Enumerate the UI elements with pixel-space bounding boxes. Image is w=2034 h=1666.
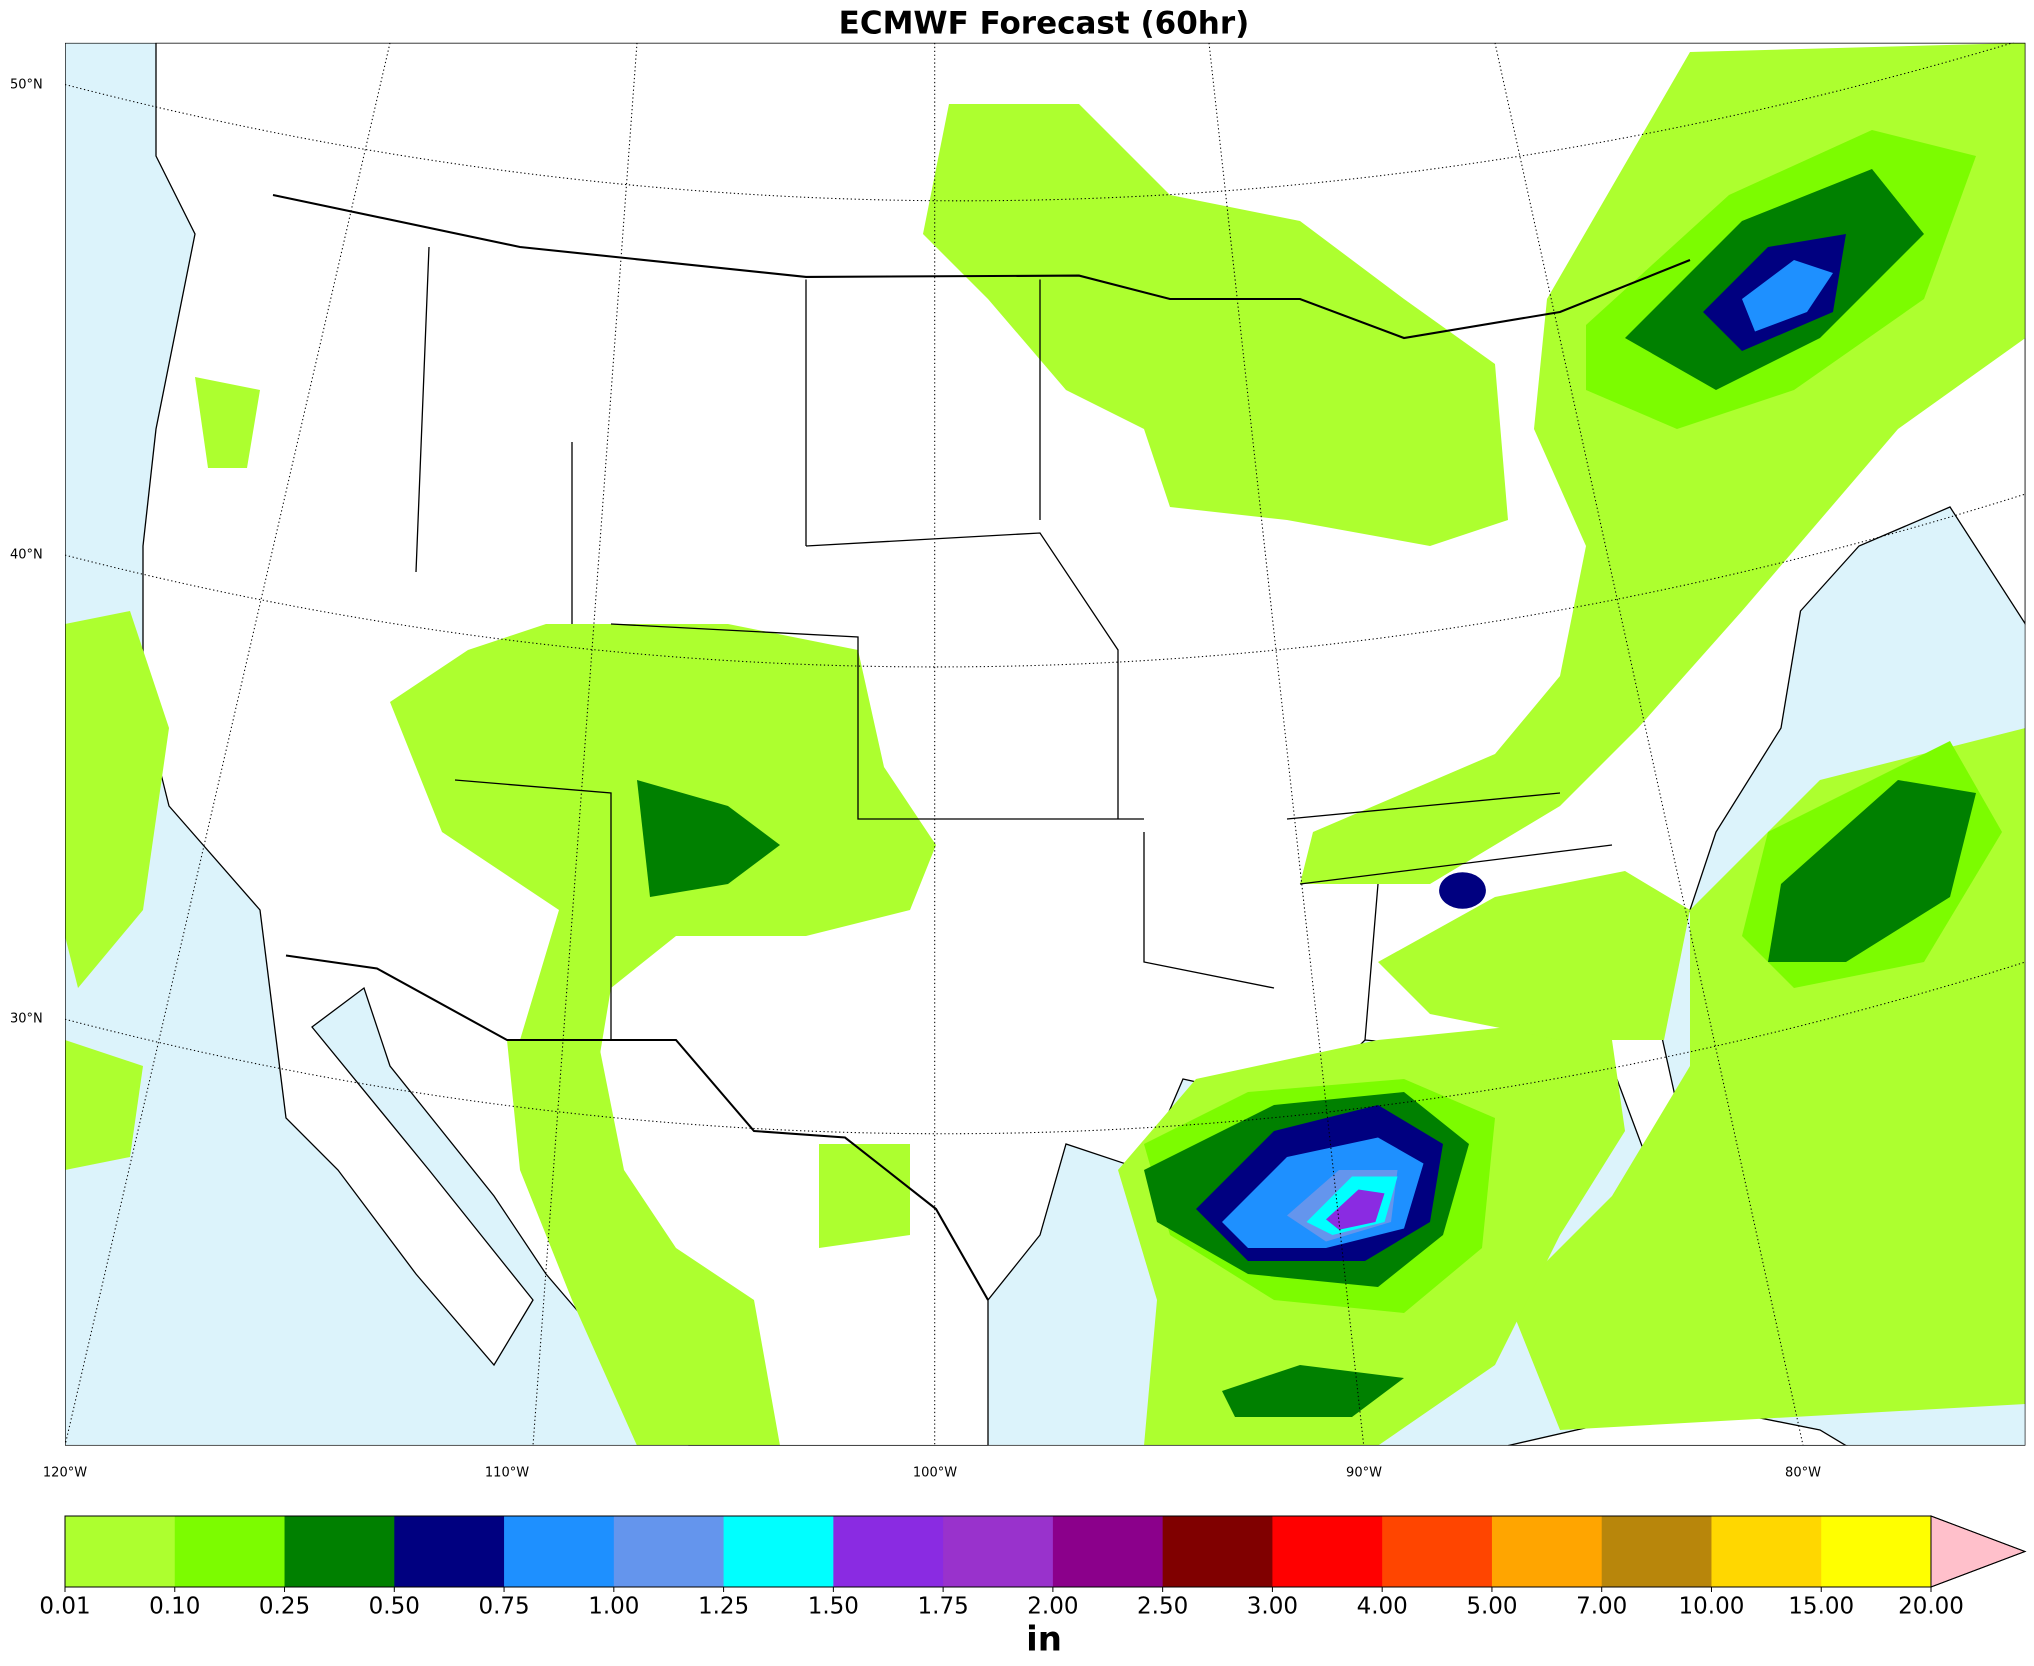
colorbar-tick-label: 5.00 [1466, 1594, 1517, 1620]
colorbar-swatch [284, 1516, 395, 1587]
colorbar-tick-label: 2.00 [1027, 1594, 1078, 1620]
lat-label: 50°N [10, 78, 43, 93]
lat-label: 40°N [10, 548, 43, 563]
colorbar-swatch [1052, 1516, 1164, 1587]
map [64, 42, 2026, 1446]
colorbar-tick-label: 0.10 [149, 1594, 200, 1620]
colorbar-swatch [65, 1516, 176, 1587]
colorbar-label: in [1026, 1620, 1062, 1660]
colorbar-swatch [833, 1516, 944, 1587]
lon-label: 90°W [1346, 1466, 1382, 1481]
colorbar-tick-label: 0.50 [369, 1594, 420, 1620]
precip [65, 42, 2026, 1446]
colorbar-swatch [504, 1516, 615, 1587]
colorbar-extend [1930, 1515, 2027, 1588]
colorbar-tick-label: 10.00 [1679, 1594, 1745, 1620]
colorbar-tick-label: 1.50 [808, 1594, 859, 1620]
colorbar-tick-label: 4.00 [1357, 1594, 1408, 1620]
colorbar-tick-label: 1.00 [588, 1594, 639, 1620]
colorbar-swatch [613, 1516, 725, 1587]
colorbar-tick-label: 1.25 [698, 1594, 749, 1620]
title: ECMWF Forecast (60hr) [839, 6, 1250, 42]
lon-label: 100°W [913, 1466, 957, 1481]
colorbar-tick-label: 15.00 [1788, 1594, 1854, 1620]
colorbar-swatch [1491, 1516, 1603, 1587]
colorbar-swatch [1272, 1516, 1383, 1587]
colorbar-tick-label: 1.75 [918, 1594, 969, 1620]
colorbar-swatch [1711, 1516, 1822, 1587]
lon-label: 80°W [1785, 1466, 1821, 1481]
lon-label: 120°W [43, 1466, 87, 1481]
colorbar-swatch [1821, 1516, 1932, 1587]
lon-label: 110°W [485, 1466, 529, 1481]
colorbar-tick-label: 0.01 [39, 1594, 90, 1620]
colorbar-swatch [723, 1516, 834, 1587]
colorbar-outline [64, 1515, 2027, 1588]
colorbar-swatch [1162, 1516, 1273, 1587]
colorbar-swatch [394, 1516, 505, 1587]
colorbar-tick-label: 3.00 [1247, 1594, 1298, 1620]
colorbar-tick-label: 0.25 [259, 1594, 310, 1620]
lat-label: 30°N [10, 1012, 43, 1027]
colorbar-swatch [943, 1516, 1054, 1587]
colorbar-swatch [174, 1516, 286, 1587]
colorbar-tick-label: 20.00 [1898, 1594, 1964, 1620]
colorbar-tick-label: 0.75 [478, 1594, 529, 1620]
colorbar-tick-label: 2.50 [1137, 1594, 1188, 1620]
colorbar-swatch [1601, 1516, 1712, 1587]
colorbar-swatch [1382, 1516, 1493, 1587]
colorbar-tick-label: 7.00 [1576, 1594, 1627, 1620]
